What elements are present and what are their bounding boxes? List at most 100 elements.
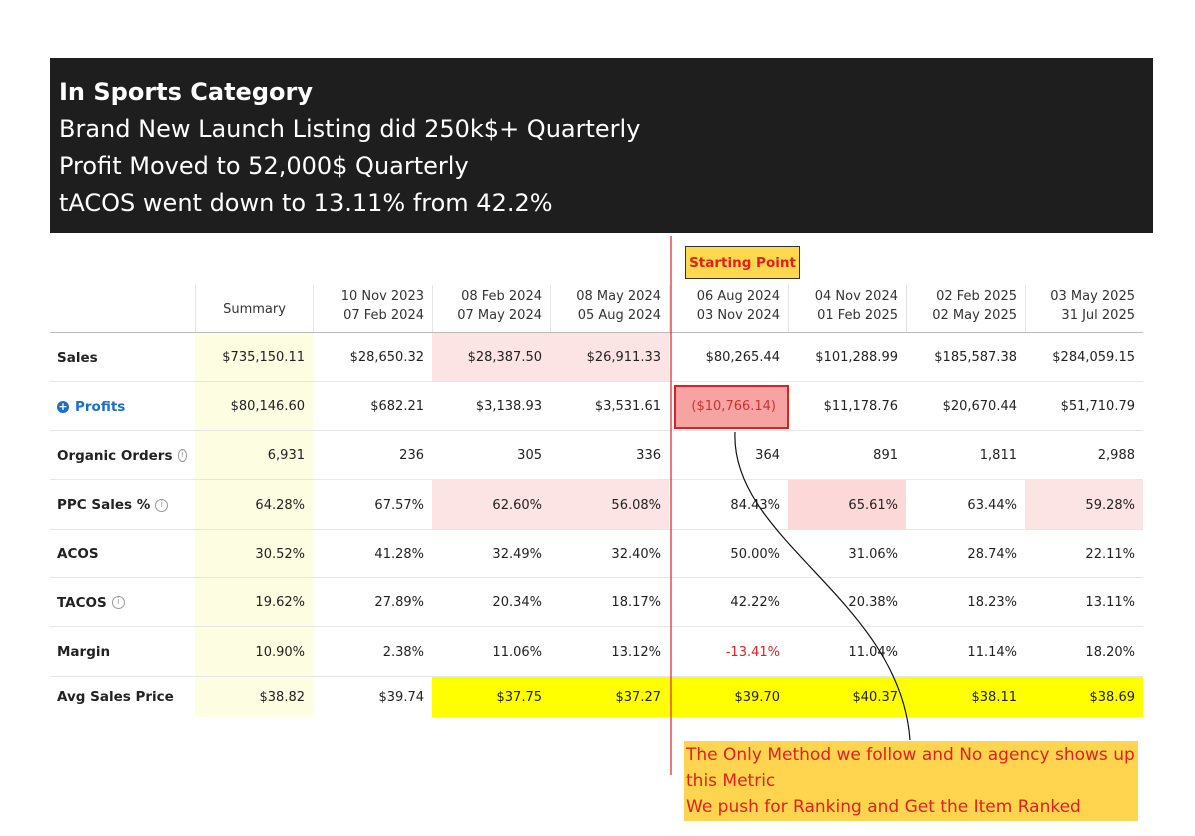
starting-point-badge: Starting Point	[685, 246, 800, 279]
row-label: Sales	[50, 333, 195, 382]
header-line: 07 May 2024	[457, 308, 542, 323]
table-cell: -13.41%	[725, 644, 780, 660]
table-cell: $80,146.60	[195, 382, 313, 431]
row-rule	[50, 479, 1143, 480]
header-line: 04 Nov 2024	[814, 289, 898, 304]
table-cell: $39.74	[378, 689, 425, 705]
row-label: ACOS	[50, 530, 195, 578]
banner-line: Profit Moved to 52,000$ Quarterly	[59, 152, 469, 180]
table-cell: $80,265.44	[705, 350, 780, 365]
table-cell: $20,670.44	[942, 399, 1017, 414]
table-cell: 18.23%	[967, 595, 1017, 610]
table-cell: $38.11	[906, 677, 1025, 717]
table-cell: 27.89%	[374, 595, 424, 610]
header-line: Summary	[223, 301, 286, 317]
table-cell: $51,710.79	[1060, 399, 1135, 414]
column-header: 04 Nov 2024 01 Feb 2025	[788, 285, 906, 333]
table-cell: 28.74%	[967, 546, 1017, 562]
table-cell: 11.06%	[492, 644, 542, 660]
column-header: Summary	[195, 285, 313, 333]
header-line: 08 May 2024	[576, 289, 661, 304]
header-line: 07 Feb 2024	[343, 308, 424, 323]
table-cell: 13.11%	[1085, 595, 1135, 610]
callout: The Only Method we follow and No agency …	[684, 741, 1138, 821]
table-cell: $185,587.38	[934, 350, 1017, 365]
banner: In Sports Category Brand New Launch List…	[50, 58, 1153, 233]
table-cell: 11.04%	[848, 644, 898, 660]
column-header: 10 Nov 2023 07 Feb 2024	[313, 285, 432, 333]
table-cell: $682.21	[370, 399, 424, 414]
header-line: 06 Aug 2024	[696, 289, 780, 304]
table-cell: 1,811	[979, 448, 1017, 463]
row-label: Organic Orders i	[50, 431, 195, 480]
table-cell: 11.14%	[967, 644, 1017, 660]
table-cell: 336	[636, 448, 661, 463]
table-cell: 31.06%	[848, 546, 898, 562]
column-header: 08 May 2024 05 Aug 2024	[550, 285, 669, 333]
table-cell: 305	[517, 448, 542, 463]
table-cell: $26,911.33	[550, 333, 669, 382]
callout-line: The Only Method we follow and No agency …	[686, 745, 1135, 791]
table-cell: $735,150.11	[195, 333, 313, 382]
column-header: 06 Aug 2024 03 Nov 2024	[669, 285, 788, 333]
table-cell: 20.34%	[492, 595, 542, 610]
loss-highlight	[674, 385, 789, 429]
header-line: 31 Jul 2025	[1061, 308, 1135, 323]
table-cell: 2.38%	[382, 644, 424, 660]
label-text: Avg Sales Price	[57, 689, 174, 705]
expand-icon[interactable]: +	[57, 399, 69, 413]
table-cell: 67.57%	[374, 497, 424, 513]
label-text: Profits	[75, 398, 126, 415]
row-label[interactable]: + Profits	[50, 382, 195, 431]
table-cell: 42.22%	[730, 595, 780, 610]
row-rule	[50, 430, 1143, 431]
table-cell: 50.00%	[730, 546, 780, 562]
header-line: 02 May 2025	[932, 308, 1017, 323]
header-line: 05 Aug 2024	[577, 308, 661, 323]
info-icon: i	[177, 449, 187, 462]
table-cell: 10.90%	[195, 627, 313, 677]
table-cell: $39.70	[669, 677, 788, 717]
table-cell: 30.52%	[195, 530, 313, 578]
column-header: 08 Feb 2024 07 May 2024	[432, 285, 550, 333]
connector	[734, 431, 911, 741]
table-cell: 20.38%	[848, 595, 898, 610]
table-cell: $37.27	[550, 677, 669, 717]
label-text: Sales	[57, 349, 98, 366]
header-line: 01 Feb 2025	[817, 308, 898, 323]
table-cell: 32.40%	[611, 546, 661, 562]
table-cell: 13.12%	[611, 644, 661, 660]
table-cell: 65.61%	[788, 480, 906, 530]
table-cell: $28,650.32	[349, 350, 424, 365]
row-label: PPC Sales % i	[50, 480, 195, 530]
label-text: TACOS	[57, 594, 107, 611]
column-header: 02 Feb 2025 02 May 2025	[906, 285, 1025, 333]
table-cell: 59.28%	[1025, 480, 1143, 530]
table-cell: ($10,766.14)	[691, 399, 776, 414]
table-cell: 891	[873, 448, 898, 463]
row-rule	[50, 381, 1143, 382]
table-cell: $38.69	[1025, 677, 1143, 717]
table-cell: 22.11%	[1085, 546, 1135, 562]
header-line: 10 Nov 2023	[340, 289, 424, 304]
table-cell: 62.60%	[432, 480, 550, 530]
table-cell: 32.49%	[492, 546, 542, 562]
label-text: PPC Sales %	[57, 497, 151, 513]
table-cell: 6,931	[195, 431, 313, 480]
table-cell: $3,531.61	[594, 399, 661, 414]
table-cell: 236	[399, 448, 424, 463]
table-cell: $101,288.99	[815, 350, 898, 365]
table-cell: 63.44%	[967, 497, 1017, 513]
table-cell: 2,988	[1097, 448, 1135, 463]
table-cell: $3,138.93	[475, 399, 542, 414]
info-icon: i	[155, 498, 169, 512]
table-cell: 56.08%	[550, 480, 669, 530]
table-cell: 84.43%	[730, 497, 780, 513]
banner-line: Brand New Launch Listing did 250k$+ Quar…	[59, 115, 641, 143]
header-line: 03 May 2025	[1050, 289, 1135, 304]
table-cell: 41.28%	[374, 546, 424, 562]
table-cell: 18.17%	[611, 595, 661, 610]
callout-line: We push for Ranking and Get the Item Ran…	[686, 797, 1081, 817]
header-rule	[50, 332, 1143, 333]
